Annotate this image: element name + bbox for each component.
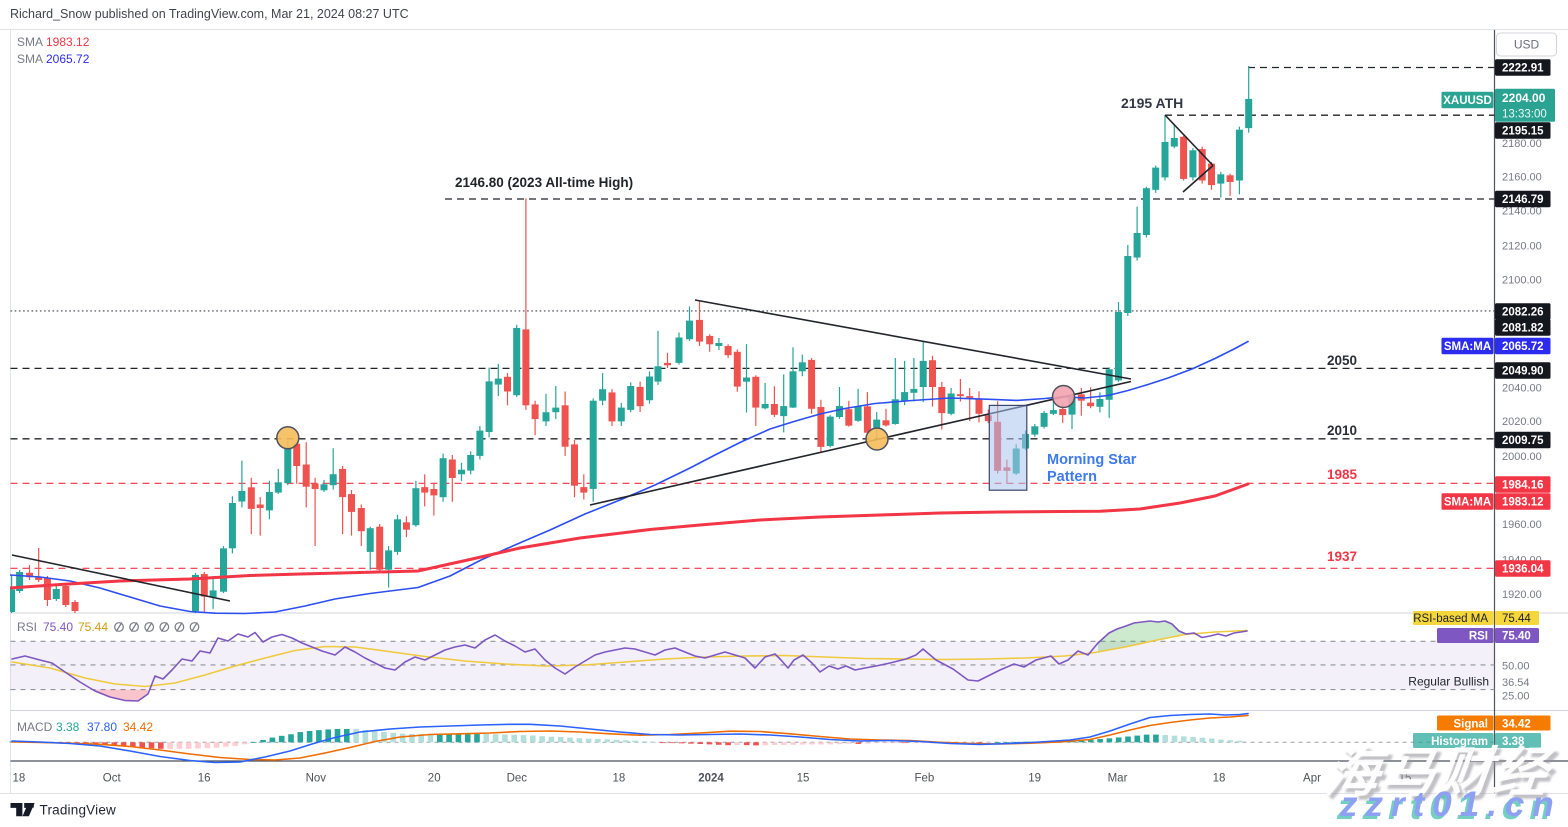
svg-text:2180.00: 2180.00 (1502, 138, 1542, 150)
svg-text:2160.00: 2160.00 (1502, 172, 1542, 184)
svg-text:2140.00: 2140.00 (1502, 206, 1542, 218)
svg-text:Pattern: Pattern (1047, 469, 1097, 485)
svg-text:18: 18 (13, 773, 26, 785)
svg-text:2146.80 (2023 All-time High): 2146.80 (2023 All-time High) (455, 175, 633, 190)
svg-text:2204.00: 2204.00 (1502, 91, 1546, 105)
svg-text:1937: 1937 (1327, 549, 1357, 564)
svg-text:Feb: Feb (914, 773, 934, 785)
svg-text:36.54: 36.54 (1502, 677, 1530, 689)
svg-text:2195 ATH: 2195 ATH (1121, 95, 1183, 111)
svg-text:XAUUSD: XAUUSD (1443, 95, 1492, 107)
svg-text:2082.26: 2082.26 (1502, 307, 1544, 319)
svg-text:1920.00: 1920.00 (1502, 589, 1542, 601)
svg-text:2081.82: 2081.82 (1502, 323, 1544, 335)
svg-text:2120.00: 2120.00 (1502, 241, 1542, 253)
svg-text:75.40: 75.40 (43, 620, 73, 634)
svg-text:2049.90: 2049.90 (1502, 366, 1544, 378)
svg-text:2050: 2050 (1327, 353, 1357, 368)
svg-text:15: 15 (1399, 773, 1412, 785)
svg-text:TradingView: TradingView (40, 803, 117, 818)
svg-text:2020.00: 2020.00 (1502, 416, 1542, 428)
svg-text:16: 16 (198, 773, 211, 785)
svg-text:3.38: 3.38 (1502, 736, 1525, 748)
svg-text:50.00: 50.00 (1502, 661, 1530, 673)
svg-text:3.38: 3.38 (56, 720, 80, 734)
svg-text:15: 15 (797, 773, 810, 785)
svg-text:Morning Star: Morning Star (1047, 452, 1137, 468)
svg-text:USD: USD (1514, 38, 1540, 52)
svg-text:2100.00: 2100.00 (1502, 275, 1542, 287)
svg-text:MACD: MACD (17, 720, 53, 734)
svg-text:18: 18 (1213, 773, 1226, 785)
svg-text:2024: 2024 (698, 773, 724, 785)
svg-text:1983.12: 1983.12 (1502, 497, 1544, 509)
svg-text:1936.04: 1936.04 (1502, 564, 1544, 576)
svg-text:1960.00: 1960.00 (1502, 519, 1542, 531)
svg-text:13:33:00: 13:33:00 (1502, 109, 1547, 121)
svg-text:Histogram: Histogram (1431, 736, 1488, 748)
svg-text:2222.91: 2222.91 (1502, 63, 1544, 75)
svg-text:75.44: 75.44 (78, 620, 108, 634)
svg-text:SMA: SMA (17, 35, 43, 49)
svg-text:20: 20 (428, 773, 441, 785)
svg-text:2009.75: 2009.75 (1502, 435, 1544, 447)
svg-text:75.44: 75.44 (1502, 613, 1531, 625)
svg-text:Apr: Apr (1303, 773, 1321, 785)
svg-text:18: 18 (613, 773, 626, 785)
svg-text:25.00: 25.00 (1502, 691, 1530, 703)
svg-text:1984.16: 1984.16 (1502, 480, 1544, 492)
svg-text:75.40: 75.40 (1502, 631, 1531, 643)
svg-text:Richard_Snow published on Trad: Richard_Snow published on TradingView.co… (10, 7, 409, 21)
svg-text:2065.72: 2065.72 (46, 52, 90, 66)
svg-text:34.42: 34.42 (123, 720, 153, 734)
svg-text:19: 19 (1028, 773, 1041, 785)
svg-text:37.80: 37.80 (87, 720, 117, 734)
svg-text:Signal: Signal (1453, 719, 1488, 731)
svg-text:2000.00: 2000.00 (1502, 451, 1542, 463)
svg-text:SMA:MA: SMA:MA (1444, 497, 1491, 509)
svg-text:2065.72: 2065.72 (1502, 341, 1544, 353)
svg-text:1985: 1985 (1327, 467, 1358, 482)
svg-text:Dec: Dec (507, 773, 528, 785)
svg-text:Mar: Mar (1108, 773, 1128, 785)
svg-text:2010: 2010 (1327, 423, 1357, 438)
svg-text:2195.15: 2195.15 (1502, 126, 1544, 138)
svg-text:34.42: 34.42 (1502, 719, 1531, 731)
svg-text:Regular Bullish: Regular Bullish (1408, 675, 1489, 689)
svg-text:SMA:MA: SMA:MA (1444, 341, 1491, 353)
svg-text:1983.12: 1983.12 (46, 35, 90, 49)
svg-text:2146.79: 2146.79 (1502, 194, 1544, 206)
svg-text:SMA: SMA (17, 52, 43, 66)
svg-text:Nov: Nov (306, 773, 327, 785)
svg-text:2040.00: 2040.00 (1502, 383, 1542, 395)
svg-text:Oct: Oct (103, 773, 122, 785)
svg-text:RSI-based MA: RSI-based MA (1413, 613, 1488, 625)
svg-text:RSI: RSI (1469, 631, 1488, 643)
svg-text:RSI: RSI (17, 620, 37, 634)
